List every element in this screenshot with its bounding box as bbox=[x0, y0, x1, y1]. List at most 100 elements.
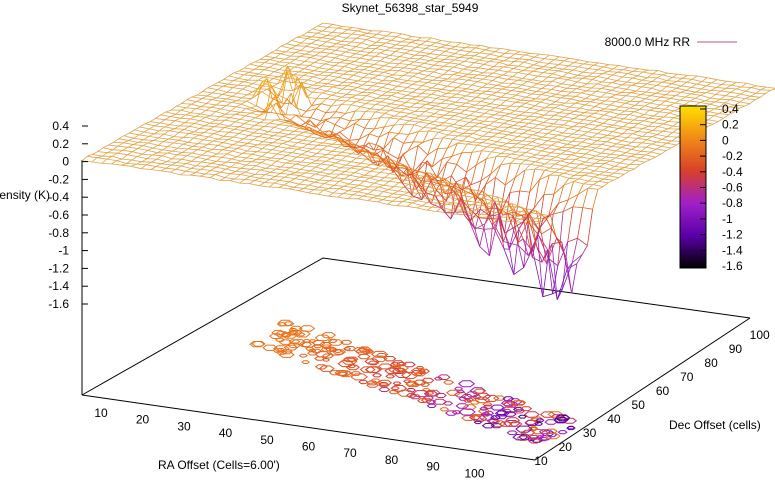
mesh-line bbox=[327, 83, 338, 86]
mesh-line bbox=[137, 156, 148, 159]
mesh-line bbox=[239, 115, 246, 120]
mesh-line bbox=[129, 132, 140, 136]
mesh-line bbox=[533, 119, 544, 123]
mesh-line bbox=[286, 40, 292, 45]
mesh-line bbox=[357, 87, 368, 91]
mesh-line bbox=[443, 65, 454, 68]
mesh-line bbox=[164, 116, 171, 121]
mesh-line bbox=[567, 136, 578, 139]
mesh-line bbox=[289, 125, 300, 129]
contour-loop bbox=[454, 386, 464, 391]
mesh-line bbox=[474, 108, 481, 113]
mesh-line bbox=[301, 81, 312, 106]
mesh-line bbox=[396, 167, 407, 169]
contour-loop bbox=[443, 401, 454, 406]
mesh-line bbox=[273, 71, 284, 75]
mesh-line bbox=[559, 165, 566, 170]
mesh-line bbox=[150, 169, 161, 172]
mesh-line bbox=[154, 125, 165, 128]
mesh-line bbox=[258, 79, 269, 83]
mesh-line bbox=[556, 93, 567, 97]
mesh-line bbox=[462, 83, 473, 86]
mesh-line bbox=[333, 72, 344, 75]
mesh-line bbox=[239, 70, 250, 73]
mesh-line bbox=[355, 165, 366, 168]
mesh-line bbox=[211, 97, 218, 100]
mesh-line bbox=[234, 174, 241, 180]
mesh-line bbox=[172, 150, 183, 153]
mesh-line bbox=[592, 76, 598, 80]
mesh-line bbox=[449, 118, 460, 121]
mesh-line bbox=[436, 158, 443, 178]
mesh-line bbox=[415, 44, 421, 48]
mesh-line bbox=[470, 180, 482, 186]
mesh-line bbox=[314, 133, 325, 138]
mesh-line bbox=[264, 182, 275, 184]
mesh-line bbox=[161, 155, 173, 160]
mesh-line bbox=[273, 76, 279, 79]
mesh-line bbox=[424, 115, 430, 121]
mesh-line bbox=[403, 75, 414, 77]
mesh-line bbox=[513, 58, 520, 62]
mesh-line bbox=[561, 79, 568, 85]
mesh-line bbox=[147, 150, 158, 154]
mesh-line bbox=[310, 162, 321, 165]
mesh-line bbox=[388, 76, 399, 80]
mesh-line bbox=[314, 181, 325, 184]
mesh-line bbox=[401, 87, 408, 92]
mesh-line bbox=[481, 146, 488, 152]
mesh-line bbox=[320, 51, 331, 54]
mesh-line bbox=[445, 50, 456, 54]
mesh-line bbox=[184, 129, 195, 133]
mesh-line bbox=[171, 162, 177, 166]
mesh-line bbox=[222, 142, 233, 146]
mesh-line bbox=[596, 88, 602, 92]
mesh-line bbox=[514, 53, 525, 56]
mesh-line bbox=[264, 62, 275, 65]
mesh-line bbox=[642, 69, 649, 73]
mesh-line bbox=[593, 120, 604, 124]
mesh-line bbox=[701, 88, 712, 91]
mesh-line bbox=[123, 142, 134, 145]
mesh-line bbox=[608, 175, 619, 179]
mesh-line bbox=[199, 116, 206, 122]
mesh-line bbox=[467, 196, 473, 202]
mesh-line bbox=[603, 64, 609, 68]
mesh-line bbox=[226, 105, 237, 108]
mesh-line bbox=[159, 119, 166, 124]
z-tick-label: 0 bbox=[62, 155, 69, 169]
mesh-line bbox=[443, 118, 450, 123]
contour-loop bbox=[493, 395, 506, 401]
mesh-line bbox=[373, 148, 384, 151]
mesh-line bbox=[736, 82, 747, 84]
mesh-line bbox=[368, 182, 375, 188]
mesh-line bbox=[364, 59, 370, 64]
mesh-line bbox=[269, 59, 280, 63]
mesh-line bbox=[422, 130, 429, 143]
mesh-line bbox=[439, 61, 450, 64]
mesh-line bbox=[194, 122, 205, 127]
mesh-line bbox=[580, 98, 586, 102]
x-tick-label: 20 bbox=[136, 413, 150, 427]
mesh-line bbox=[486, 156, 497, 160]
mesh-line bbox=[269, 176, 276, 180]
mesh-line bbox=[374, 117, 381, 130]
mesh-line bbox=[575, 100, 581, 104]
mesh-line bbox=[606, 85, 617, 88]
mesh-line bbox=[671, 83, 682, 87]
mesh-line bbox=[613, 68, 624, 70]
mesh-line bbox=[487, 80, 493, 85]
mesh-line bbox=[592, 133, 598, 138]
contour-loop bbox=[325, 346, 337, 352]
mesh-line bbox=[293, 183, 300, 188]
mesh-line bbox=[543, 118, 550, 123]
mesh-line bbox=[162, 146, 169, 151]
mesh-line bbox=[577, 207, 584, 239]
mesh-line bbox=[343, 193, 354, 196]
mesh-line bbox=[435, 105, 446, 109]
mesh-line bbox=[144, 121, 151, 125]
mesh-line bbox=[532, 257, 543, 263]
mesh-line bbox=[455, 108, 466, 111]
mesh-line bbox=[526, 208, 537, 212]
mesh-line bbox=[523, 126, 534, 129]
